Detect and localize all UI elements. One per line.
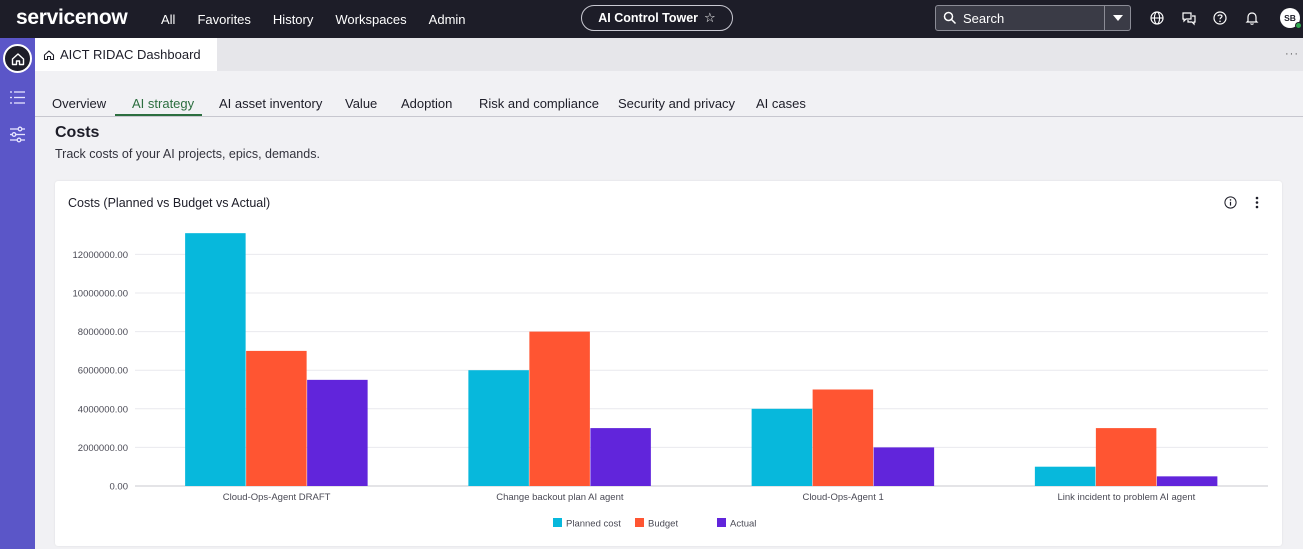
nav-workspaces[interactable]: Workspaces [335, 11, 407, 27]
legend-label: Planned cost [566, 519, 621, 530]
servicenow-logo[interactable]: servicenow [16, 6, 128, 29]
legend-swatch [717, 518, 726, 527]
bar-budget [529, 331, 590, 486]
legend-label: Actual [730, 519, 756, 530]
x-category-label: Cloud-Ops-Agent DRAFT [223, 492, 331, 503]
search-icon [943, 11, 957, 25]
legend-swatch [553, 518, 562, 527]
y-tick-label: 6000000.00 [78, 366, 128, 377]
tab-overview[interactable]: Overview [52, 96, 107, 111]
bar-actual [1156, 476, 1218, 486]
home-icon [11, 52, 24, 65]
bar-planned-cost [1034, 466, 1096, 486]
bar-actual [873, 447, 935, 486]
costs-chart-card: Costs (Planned vs Budget vs Actual) 0.00… [55, 181, 1282, 546]
bar-budget [246, 350, 307, 486]
section-title: Costs [55, 124, 100, 141]
chart-card-title: Costs (Planned vs Budget vs Actual) [68, 196, 271, 210]
help-icon[interactable] [1212, 10, 1228, 26]
search-input[interactable]: Search [963, 10, 1005, 26]
bar-budget [1095, 428, 1157, 486]
y-tick-label: 12000000.00 [73, 250, 128, 261]
bar-budget [812, 389, 874, 486]
tab-ai-asset-inventory[interactable]: AI asset inventory [219, 96, 323, 111]
home-icon [43, 49, 55, 60]
global-search[interactable]: Search [935, 5, 1131, 31]
bar-actual [307, 379, 368, 486]
y-tick-label: 0.00 [110, 482, 129, 493]
more-tabs-icon[interactable]: ··· [1285, 48, 1299, 60]
tab-security-and-privacy[interactable]: Security and privacy [618, 96, 736, 111]
section-subtitle: Track costs of your AI projects, epics, … [55, 147, 320, 161]
more-options-icon[interactable] [1251, 195, 1263, 210]
nav-favorites[interactable]: Favorites [197, 11, 251, 27]
bar-actual [590, 428, 651, 486]
dashboard-tab-label: AICT RIDAC Dashboard [60, 47, 201, 62]
online-status-dot [1295, 22, 1302, 29]
legend-label: Budget [648, 519, 678, 530]
document-tab-strip: AICT RIDAC Dashboard ··· [35, 38, 1303, 71]
x-category-label: Cloud-Ops-Agent 1 [802, 492, 883, 503]
legend-swatch [635, 518, 644, 527]
avatar-initials: SB [1284, 13, 1296, 23]
dashboard-subtabs: Overview AI strategy AI asset inventory … [35, 71, 1303, 117]
home-button[interactable] [3, 44, 32, 73]
favorite-star-icon[interactable]: ☆ [704, 10, 716, 25]
y-tick-label: 8000000.00 [78, 327, 128, 338]
nav-history[interactable]: History [272, 11, 314, 27]
app-scope-label: AI Control Tower [598, 11, 699, 25]
chat-icon[interactable] [1181, 10, 1197, 26]
notifications-bell-icon[interactable] [1244, 10, 1260, 26]
app-scope-pill[interactable]: AI Control Tower ☆ [581, 5, 733, 31]
y-tick-label: 4000000.00 [78, 404, 128, 415]
left-sidebar-rail [0, 38, 35, 549]
costs-bar-chart: 0.00 2000000.00 4000000.00 6000000.00 800000… [73, 233, 1268, 530]
y-tick-label: 2000000.00 [78, 443, 128, 454]
bar-planned-cost [468, 370, 529, 486]
y-tick-label: 10000000.00 [73, 289, 128, 300]
tab-adoption[interactable]: Adoption [401, 96, 453, 111]
nav-admin[interactable]: Admin [428, 11, 466, 27]
user-avatar[interactable]: SB [1280, 8, 1302, 29]
search-dropdown-button[interactable] [1104, 6, 1130, 30]
dashboard-tab[interactable]: AICT RIDAC Dashboard [35, 38, 217, 71]
info-icon[interactable] [1224, 196, 1237, 209]
tab-risk-and-compliance[interactable]: Risk and compliance [479, 96, 599, 111]
nav-all[interactable]: All [161, 11, 176, 27]
x-category-label: Change backout plan AI agent [496, 492, 624, 503]
tab-ai-cases[interactable]: AI cases [756, 96, 806, 111]
caret-down-icon [1112, 15, 1123, 21]
globe-icon[interactable] [1149, 10, 1165, 26]
tab-ai-strategy[interactable]: AI strategy [132, 96, 195, 111]
top-navigation-bar: servicenow All Favorites History Workspa… [0, 0, 1303, 38]
active-tab-indicator [115, 114, 202, 116]
main-nav-links: All Favorites History Workspaces Admin [161, 0, 488, 38]
filter-sliders-icon[interactable] [9, 126, 26, 143]
x-category-label: Link incident to problem AI agent [1057, 492, 1195, 503]
bar-planned-cost [185, 233, 246, 486]
tab-value[interactable]: Value [345, 96, 378, 111]
bar-planned-cost [751, 408, 813, 486]
list-icon[interactable] [9, 89, 26, 106]
